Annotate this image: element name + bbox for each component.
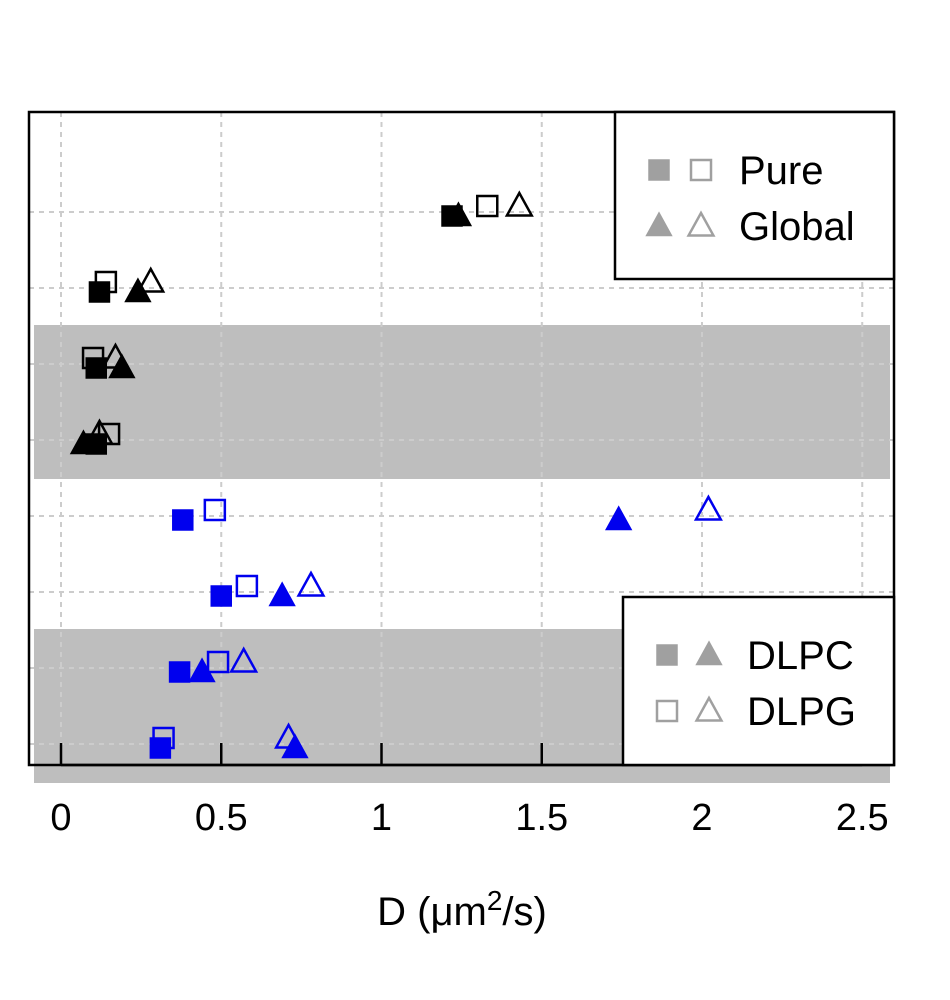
legend-box bbox=[621, 595, 896, 767]
x-tick-label: 2.5 bbox=[836, 797, 889, 839]
data-point-triangle-open bbox=[136, 266, 166, 293]
data-point-square-open bbox=[206, 650, 230, 674]
legend-marker-square-open bbox=[655, 699, 679, 723]
legend-label: Pure bbox=[739, 149, 824, 193]
data-point-square-open bbox=[152, 726, 175, 750]
legend-bottom-right: DLPC DLPG bbox=[621, 595, 896, 767]
legend-entry: DLPC bbox=[656, 634, 854, 678]
x-axis-label-main: D ( bbox=[377, 890, 431, 934]
data-point-square-filled bbox=[172, 509, 194, 531]
legend-marker-triangle-filled bbox=[645, 211, 673, 237]
x-axis-label: D (μm2/s) bbox=[377, 885, 547, 934]
legend-marker-triangle-open bbox=[694, 695, 724, 722]
legend-label: DLPG bbox=[747, 690, 856, 734]
data-point-triangle-open bbox=[296, 570, 326, 597]
data-point-triangle-filled bbox=[281, 733, 309, 759]
x-tick-label: 2 bbox=[691, 797, 712, 839]
legend-marker-triangle-filled bbox=[695, 640, 723, 666]
data-point-triangle-open bbox=[229, 646, 259, 673]
data-point-square-open bbox=[203, 498, 227, 522]
data-point-triangle-filled bbox=[268, 581, 296, 607]
data-point-square-open bbox=[235, 574, 259, 598]
legend-label: Global bbox=[739, 205, 855, 249]
legend-marker-square-open bbox=[689, 158, 713, 182]
data-point-triangle-open bbox=[504, 190, 534, 217]
data-point-square-open bbox=[97, 422, 121, 446]
x-tick-label: 1 bbox=[371, 797, 392, 839]
x-axis-label-mu: μ bbox=[430, 890, 453, 934]
x-tick-label: 0 bbox=[50, 797, 71, 839]
legend-entry: Global bbox=[645, 205, 855, 249]
data-point-square-filled bbox=[168, 661, 191, 683]
data-point-triangle-filled bbox=[108, 353, 136, 379]
legend-entry: DLPG bbox=[655, 690, 856, 734]
legend-entry: Pure bbox=[648, 149, 824, 193]
legend-top-right: Pure Global bbox=[613, 110, 896, 281]
legend-marker-triangle-open bbox=[686, 210, 716, 237]
x-axis-label-unit: m bbox=[454, 890, 487, 934]
data-point-triangle-filled bbox=[604, 505, 633, 531]
legend-label: DLPC bbox=[747, 634, 854, 678]
legend-marker-square-filled bbox=[656, 644, 678, 666]
legend-box bbox=[613, 110, 896, 281]
x-axis-label-tail: /s) bbox=[502, 890, 546, 934]
x-tick-label: 1.5 bbox=[515, 797, 568, 839]
data-points bbox=[69, 190, 723, 759]
data-point-triangle-filled bbox=[444, 201, 473, 227]
x-tick-label: 0.5 bbox=[195, 797, 248, 839]
legend-marker-square-filled bbox=[648, 159, 670, 181]
shaded-band bbox=[34, 325, 890, 479]
data-point-triangle-open bbox=[693, 494, 723, 521]
data-point-square-open bbox=[94, 270, 118, 294]
grid-lines bbox=[29, 112, 894, 765]
legends: Pure Global DLPC DLPG bbox=[613, 110, 896, 767]
data-point-square-open bbox=[476, 194, 499, 218]
x-axis-label-sup: 2 bbox=[487, 885, 503, 916]
data-point-square-filled bbox=[210, 585, 232, 607]
